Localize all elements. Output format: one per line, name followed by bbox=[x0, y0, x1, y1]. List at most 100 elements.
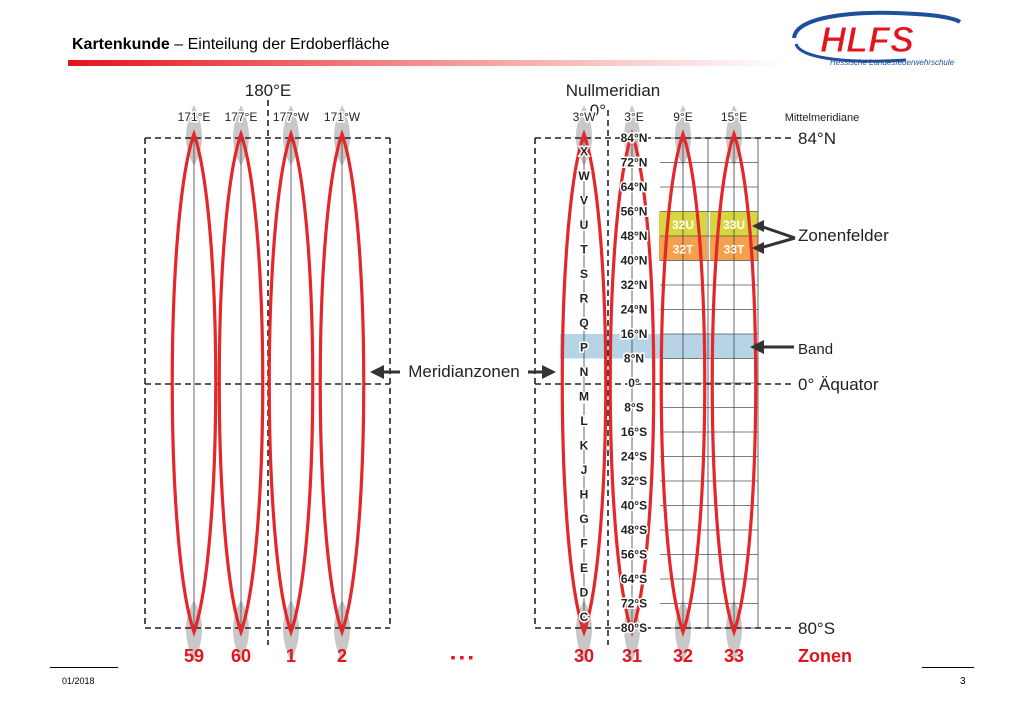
arrowhead bbox=[370, 365, 384, 379]
label-180e: 180°E bbox=[245, 81, 292, 100]
band-letter: P bbox=[580, 340, 588, 354]
latitude-label: 48°S bbox=[621, 523, 647, 537]
band-letter: F bbox=[580, 536, 587, 550]
zone-field-label: 32T bbox=[673, 242, 694, 256]
zone-number: 32 bbox=[673, 646, 693, 666]
band-letter: R bbox=[580, 291, 589, 305]
zone-outlines bbox=[170, 129, 758, 637]
band-letter: K bbox=[580, 438, 589, 452]
latitude-label: 8°S bbox=[624, 401, 643, 415]
band-letter: U bbox=[580, 218, 589, 232]
latitude-label: 24°N bbox=[621, 303, 648, 317]
latitude-label: 72°N bbox=[621, 156, 648, 170]
arrowhead bbox=[752, 220, 764, 232]
header-accent-bar bbox=[68, 60, 788, 66]
zone-field-label: 33U bbox=[723, 218, 745, 232]
meridian-label: 15°E bbox=[721, 110, 747, 124]
zone-number: 2 bbox=[337, 646, 347, 666]
latitude-label: 16°S bbox=[621, 425, 647, 439]
band-letter: M bbox=[579, 389, 589, 403]
zone-number: 30 bbox=[574, 646, 594, 666]
zone-number: 59 bbox=[184, 646, 204, 666]
label-84n: 84°N bbox=[798, 129, 836, 148]
arrow-zonenfelder bbox=[759, 224, 796, 250]
band-letter: E bbox=[580, 561, 588, 575]
zone-outline bbox=[560, 129, 608, 637]
zone-outline bbox=[608, 129, 656, 637]
zone-outline bbox=[318, 129, 366, 637]
band-letter: T bbox=[580, 242, 588, 256]
label-band: Band bbox=[798, 341, 833, 358]
latitude-label: 0° bbox=[628, 376, 640, 390]
label-meridianzonen: Meridianzonen bbox=[408, 362, 520, 381]
band-letter: Q bbox=[579, 316, 588, 330]
meridian-label: 3°W bbox=[573, 110, 596, 124]
latitude-label: 64°N bbox=[621, 180, 648, 194]
band-letter: G bbox=[579, 512, 588, 526]
zone-number: 60 bbox=[231, 646, 251, 666]
zone-outline bbox=[217, 129, 265, 637]
zone-ellipsis: ▪ ▪ ▪ bbox=[451, 649, 474, 665]
latitude-label: 32°S bbox=[621, 474, 647, 488]
zone-outline bbox=[170, 129, 218, 637]
latitude-label: 64°S bbox=[621, 572, 647, 586]
zone-field-label: 32U bbox=[672, 218, 694, 232]
label-mittelmeridiane: Mittelmeridiane bbox=[785, 112, 860, 124]
latitude-label: 56°N bbox=[621, 205, 648, 219]
meridian-label: 171°E bbox=[178, 110, 211, 124]
latitude-label: 80°S bbox=[621, 621, 647, 635]
hlfs-logo: HLFS Hessische Landesfeuerwehrschule bbox=[792, 10, 962, 67]
latitude-label: 56°S bbox=[621, 548, 647, 562]
latitude-label: 24°S bbox=[621, 450, 647, 464]
latitude-label: 40°S bbox=[621, 499, 647, 513]
label-zero-degree: 0° bbox=[590, 101, 606, 120]
footer-rule-left bbox=[50, 667, 118, 668]
band-letter: S bbox=[580, 267, 588, 281]
band-letter: L bbox=[580, 414, 587, 428]
latitude-label: 16°N bbox=[621, 327, 648, 341]
zone-outline bbox=[267, 129, 315, 637]
page-title-rest: – Einteilung der Erdoberfläche bbox=[169, 36, 390, 53]
zone-outline bbox=[659, 129, 707, 637]
page-title-bold: Kartenkunde bbox=[72, 36, 170, 53]
logo-text: HLFS bbox=[820, 19, 914, 60]
page-number: 3 bbox=[960, 676, 966, 687]
band-letter: D bbox=[580, 585, 589, 599]
zone-number: 33 bbox=[724, 646, 744, 666]
zone-field-label: 33T bbox=[724, 242, 745, 256]
band-letter: J bbox=[581, 463, 588, 477]
label-nullmeridian: Nullmeridian bbox=[566, 81, 660, 100]
grid-lines bbox=[193, 137, 759, 629]
label-zonen: Zonen bbox=[798, 646, 852, 666]
band-letter: C bbox=[580, 610, 589, 624]
latitude-label: 32°N bbox=[621, 278, 648, 292]
meridian-label: 9°E bbox=[673, 110, 692, 124]
band-letter: N bbox=[580, 365, 589, 379]
latitude-label: 8°N bbox=[624, 352, 644, 366]
arrowhead bbox=[752, 242, 764, 254]
label-80s: 80°S bbox=[798, 619, 835, 638]
meridian-label: 177°E bbox=[225, 110, 258, 124]
band-letter: V bbox=[580, 193, 588, 207]
footer-date: 01/2018 bbox=[62, 676, 95, 686]
zone-outline bbox=[710, 129, 758, 637]
latitude-label: 40°N bbox=[621, 254, 648, 268]
arrowhead bbox=[542, 365, 556, 379]
meridian-label: 171°W bbox=[324, 110, 361, 124]
zone-number: 1 bbox=[286, 646, 296, 666]
logo-subtitle: Hessische Landesfeuerwehrschule bbox=[830, 58, 955, 67]
zone-number: 31 bbox=[622, 646, 642, 666]
label-zonenfelder: Zonenfelder bbox=[798, 226, 889, 245]
page-title: Kartenkunde – Einteilung der Erdoberfläc… bbox=[72, 36, 390, 54]
meridian-label: 177°W bbox=[273, 110, 310, 124]
latitude-label: 72°S bbox=[621, 597, 647, 611]
dashed-frame bbox=[144, 100, 792, 645]
latitude-label: 48°N bbox=[621, 229, 648, 243]
band-highlight bbox=[560, 334, 754, 359]
footer-rule-right bbox=[922, 667, 974, 668]
band-letter: H bbox=[580, 487, 589, 501]
band-letter: X bbox=[580, 144, 588, 158]
band-letter: W bbox=[578, 169, 590, 183]
label-aequator: 0° Äquator bbox=[798, 375, 879, 394]
